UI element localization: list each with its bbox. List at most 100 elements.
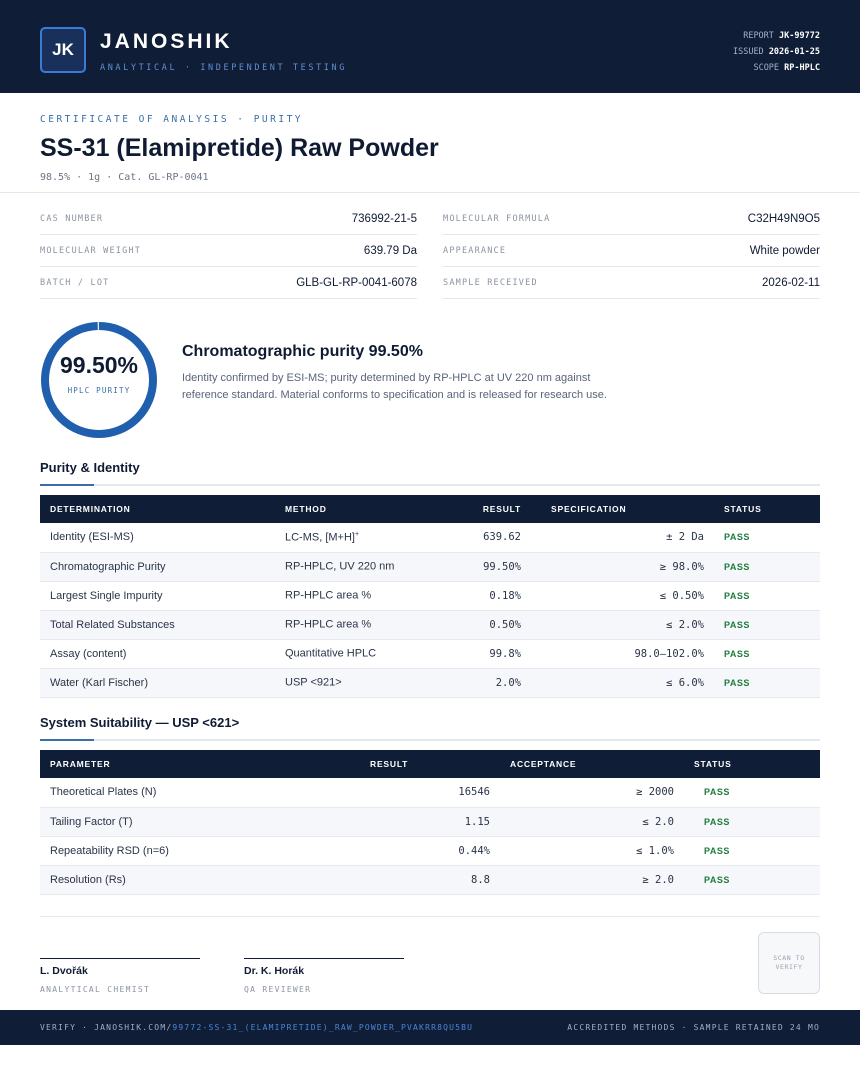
parameter-cell: Resolution (Rs) xyxy=(40,865,370,895)
info-mw: MOLECULAR WEIGHT 639.79 Da xyxy=(40,235,417,267)
verify-line: VERIFY · JANOSHIK.COM/99772-SS-31_(ELAMI… xyxy=(40,1023,473,1032)
col-specification: SPECIFICATION xyxy=(551,504,627,514)
scope-value: RP-HPLC xyxy=(784,63,820,73)
batch-label: BATCH / LOT xyxy=(40,277,110,288)
acceptance-cell: ≤ 2.0 xyxy=(500,807,684,837)
determination-cell: Total Related Substances xyxy=(40,610,275,640)
determination-cell: Identity (ESI-MS) xyxy=(40,523,275,553)
footer-note: ACCREDITED METHODS · SAMPLE RETAINED 24 … xyxy=(567,1023,820,1032)
verify-prefix: VERIFY · JANOSHIK.COM/ xyxy=(40,1023,173,1032)
specification-cell: ≥ 98.0% xyxy=(531,552,714,582)
appearance-value: White powder xyxy=(749,244,820,257)
system-suitability-title: System Suitability — USP <621> xyxy=(40,715,240,730)
col-method: METHOD xyxy=(285,504,327,514)
ss-result-cell: 1.15 xyxy=(370,807,500,837)
product-title: SS-31 (Elamipretide) Raw Powder xyxy=(40,134,439,162)
col-ss-result: RESULT xyxy=(370,759,409,769)
result-cell: 639.62 xyxy=(435,523,531,553)
issued-line: ISSUED 2026-01-25 xyxy=(732,47,820,57)
report-header: JK JANOSHIK ANALYTICAL · INDEPENDENT TES… xyxy=(0,0,860,93)
received-label: SAMPLE RECEIVED xyxy=(443,277,538,288)
table-row: Total Related Substances RP-HPLC area % 0.… xyxy=(40,610,820,640)
reviewer-role: QA REVIEWER xyxy=(244,985,312,994)
issued-date: 2026-01-25 xyxy=(768,47,820,57)
table-row: Largest Single Impurity RP-HPLC area % 0.1… xyxy=(40,581,820,611)
table-header-row: DETERMINATION METHOD RESULT SPECIFICATIO… xyxy=(40,495,820,523)
brand-name: JANOSHIK xyxy=(100,30,233,53)
report-footer: VERIFY · JANOSHIK.COM/99772-SS-31_(ELAMI… xyxy=(0,1010,860,1045)
info-appearance: APPEARANCE White powder xyxy=(443,235,820,267)
purity-identity-table: DETERMINATION METHOD RESULT SPECIFICATIO… xyxy=(40,495,820,698)
table-header-row: PARAMETER RESULT ACCEPTANCE STATUS xyxy=(40,750,820,778)
received-value: 2026-02-11 xyxy=(762,276,820,289)
cas-label: CAS NUMBER xyxy=(40,213,104,224)
status-badge: PASS xyxy=(714,668,820,698)
specification-cell: ≤ 0.50% xyxy=(531,581,714,611)
method-cell: LC-MS, [M+H]+ xyxy=(275,523,435,553)
acceptance-cell: ≥ 2.0 xyxy=(500,865,684,895)
ss-result-cell: 8.8 xyxy=(370,865,500,895)
result-cell: 2.0% xyxy=(435,668,531,698)
status-badge: PASS xyxy=(684,778,820,808)
formula-label: MOLECULAR FORMULA xyxy=(443,213,551,224)
status-badge: PASS xyxy=(684,865,820,895)
verify-qr-placeholder[interactable]: SCAN TO VERIFY xyxy=(758,932,820,994)
acceptance-cell: ≥ 2000 xyxy=(500,778,684,808)
determination-cell: Water (Karl Fischer) xyxy=(40,668,275,698)
table-row: Repeatability RSD (n=6) 0.44% ≤ 1.0% PASS xyxy=(40,836,820,866)
reviewer-name: Dr. K. Horák xyxy=(244,965,305,977)
mw-label: MOLECULAR WEIGHT xyxy=(40,245,142,256)
method-cell: RP-HPLC area % xyxy=(275,610,435,640)
method-cell: USP <921> xyxy=(275,668,435,698)
method-cell: RP-HPLC, UV 220 nm xyxy=(275,552,435,582)
formula-value: C32H49N9O5 xyxy=(747,212,820,225)
purity-label: HPLC PURITY xyxy=(67,386,131,395)
specification-cell: ± 2 Da xyxy=(531,523,714,553)
status-badge: PASS xyxy=(714,581,820,611)
mw-value: 639.79 Da xyxy=(363,244,417,257)
status-badge: PASS xyxy=(714,552,820,582)
status-badge: PASS xyxy=(714,639,820,669)
cas-value: 736992-21-5 xyxy=(351,212,417,225)
verify-link[interactable]: 99772-SS-31_(ELAMIPRETIDE)_RAW_POWDER_PV… xyxy=(172,1023,474,1032)
parameter-cell: Repeatability RSD (n=6) xyxy=(40,836,370,866)
info-formula: MOLECULAR FORMULA C32H49N9O5 xyxy=(443,203,820,235)
specification-cell: ≤ 2.0% xyxy=(531,610,714,640)
purity-identity-title: Purity & Identity xyxy=(40,460,140,475)
appearance-label: APPEARANCE xyxy=(443,245,507,256)
system-suitability-table: PARAMETER RESULT ACCEPTANCE STATUS Theor… xyxy=(40,750,820,895)
table-row: Chromatographic Purity RP-HPLC, UV 220 nm… xyxy=(40,552,820,582)
brand-tagline: ANALYTICAL · INDEPENDENT TESTING xyxy=(100,63,347,73)
table-row: Tailing Factor (T) 1.15 ≤ 2.0 PASS xyxy=(40,807,820,837)
report-meta: REPORT JK-99772 ISSUED 2026-01-25 SCOPE … xyxy=(733,28,820,76)
purity-identity-rule xyxy=(40,484,820,486)
purity-summary: Identity confirmed by ESI-MS; purity det… xyxy=(182,372,607,401)
logo-badge: JK xyxy=(40,27,86,73)
ss-result-cell: 16546 xyxy=(370,778,500,808)
report-id: JK-99772 xyxy=(779,31,820,41)
col-acceptance: ACCEPTANCE xyxy=(510,759,577,769)
purity-heading: Chromatographic purity 99.50% xyxy=(182,343,423,360)
determination-cell: Chromatographic Purity xyxy=(40,552,275,582)
ss-result-cell: 0.44% xyxy=(370,836,500,866)
qr-text: SCAN TO VERIFY xyxy=(773,954,805,971)
col-result: RESULT xyxy=(482,504,521,514)
status-badge: PASS xyxy=(684,836,820,866)
parameter-cell: Tailing Factor (T) xyxy=(40,807,370,837)
specification-cell: 98.0–102.0% xyxy=(531,639,714,669)
purity-value: 99.50% xyxy=(59,352,138,378)
result-cell: 99.50% xyxy=(435,552,531,582)
specification-cell: ≤ 6.0% xyxy=(531,668,714,698)
title-divider xyxy=(0,192,860,193)
method-cell: RP-HPLC area % xyxy=(275,581,435,611)
result-cell: 99.8% xyxy=(435,639,531,669)
document-kicker: CERTIFICATE OF ANALYSIS · PURITY xyxy=(40,114,304,125)
info-batch: BATCH / LOT GLB-GL-RP-0041-6078 xyxy=(40,267,417,299)
col-parameter: PARAMETER xyxy=(50,759,111,769)
info-cas: CAS NUMBER 736992-21-5 xyxy=(40,203,417,235)
chemist-role: ANALYTICAL CHEMIST xyxy=(40,985,151,994)
determination-cell: Assay (content) xyxy=(40,639,275,669)
determination-cell: Largest Single Impurity xyxy=(40,581,275,611)
table-row: Resolution (Rs) 8.8 ≥ 2.0 PASS xyxy=(40,865,820,895)
batch-value: GLB-GL-RP-0041-6078 xyxy=(296,276,417,289)
